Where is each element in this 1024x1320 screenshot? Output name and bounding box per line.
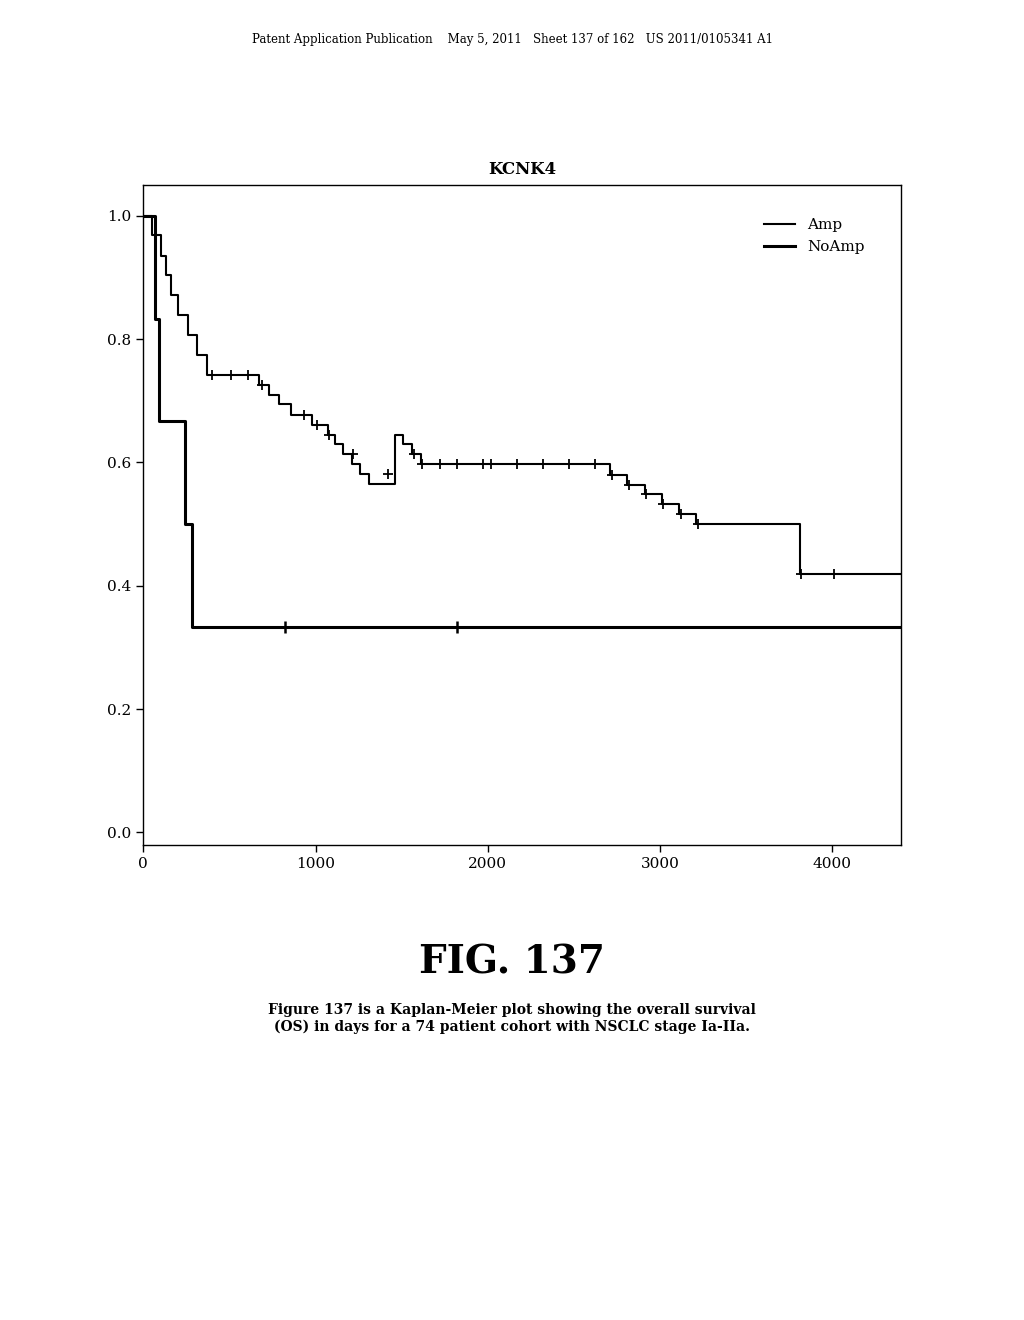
NoAmp [148, 310, 161, 326]
Amp [362, 477, 375, 492]
Text: FIG. 137: FIG. 137 [419, 944, 605, 982]
Line: Amp: Amp [143, 215, 901, 574]
Amp [622, 477, 634, 492]
Legend: Amp, NoAmp: Amp, NoAmp [758, 213, 870, 260]
Amp [160, 268, 172, 284]
NoAmp [153, 413, 165, 429]
Amp [145, 227, 158, 243]
Amp [346, 457, 358, 473]
Amp [253, 376, 265, 392]
Amp [201, 367, 213, 383]
NoAmp [178, 516, 190, 532]
Amp [397, 437, 410, 453]
Amp [190, 347, 203, 363]
Amp [165, 288, 177, 304]
Amp [286, 407, 298, 422]
Title: KCNK4: KCNK4 [488, 161, 556, 178]
Amp [638, 487, 650, 503]
Line: NoAmp: NoAmp [143, 215, 901, 627]
Amp [273, 396, 286, 412]
Amp [406, 446, 418, 462]
NoAmp [137, 207, 150, 223]
Amp [155, 248, 167, 264]
Amp [172, 308, 184, 323]
NoAmp [173, 413, 185, 429]
Amp [329, 437, 341, 453]
Amp [895, 566, 907, 582]
Amp [389, 426, 401, 442]
Amp [337, 446, 349, 462]
NoAmp [186, 619, 199, 635]
Amp [354, 466, 367, 482]
NoAmp [895, 619, 907, 635]
Amp [655, 496, 668, 512]
Amp [794, 566, 806, 582]
Amp [263, 387, 275, 403]
Amp [137, 207, 150, 223]
Amp [322, 426, 334, 442]
Text: Patent Application Publication    May 5, 2011   Sheet 137 of 162   US 2011/01053: Patent Application Publication May 5, 20… [252, 33, 772, 46]
Amp [690, 516, 702, 532]
Amp [673, 507, 685, 523]
Amp [306, 417, 318, 433]
Text: Figure 137 is a Kaplan-Meier plot showing the overall survival
(OS) in days for : Figure 137 is a Kaplan-Meier plot showin… [268, 1003, 756, 1034]
Amp [604, 467, 616, 483]
Amp [415, 457, 427, 473]
Amp [182, 327, 195, 343]
